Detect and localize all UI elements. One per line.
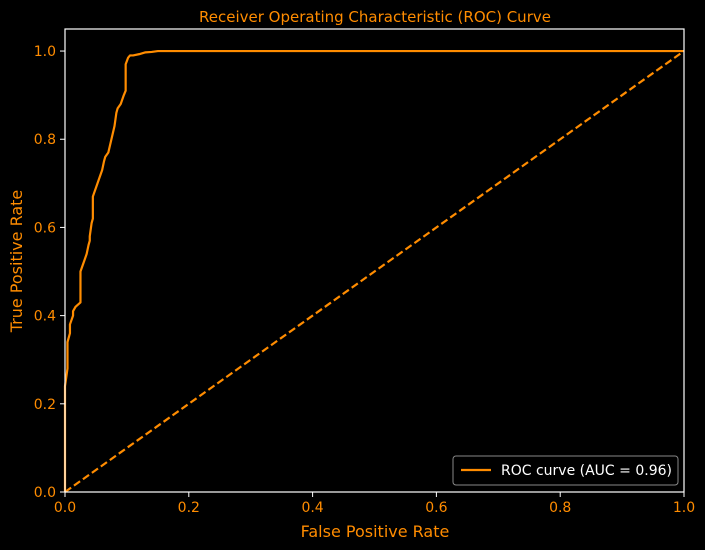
x-tick-label: 0.4 <box>301 500 323 516</box>
chart-title: Receiver Operating Characteristic (ROC) … <box>199 8 551 26</box>
plot-frame <box>64 28 685 493</box>
roc-curve-line <box>63 49 684 492</box>
plot-area <box>63 49 685 493</box>
legend: ROC curve (AUC = 0.96) <box>452 455 679 486</box>
x-tick-label: 0.8 <box>549 500 571 516</box>
y-tick-label: 0.8 <box>34 132 56 148</box>
legend-entry-label: ROC curve (AUC = 0.96) <box>501 463 672 479</box>
x-tick-label: 0.0 <box>54 500 76 516</box>
legend-box <box>452 455 679 486</box>
axis-ticks: 0.0 0.2 0.4 0.6 0.8 1.0 0.0 0.2 0.4 0.6 0.8 1.0 <box>34 44 695 516</box>
y-tick-label: 0.0 <box>34 485 56 501</box>
chance-diagonal-line <box>64 50 685 493</box>
y-tick-label: 0.2 <box>34 397 56 413</box>
x-tick-label: 0.2 <box>178 500 200 516</box>
y-tick-label: 0.4 <box>34 309 56 325</box>
x-tick-label: 1.0 <box>673 500 695 516</box>
y-tick-label: 1.0 <box>34 44 56 60</box>
y-tick-label: 0.6 <box>34 220 56 236</box>
y-axis-label: True Positive Rate <box>7 190 26 334</box>
x-tick-label: 0.6 <box>425 500 447 516</box>
x-axis-label: False Positive Rate <box>301 522 450 541</box>
